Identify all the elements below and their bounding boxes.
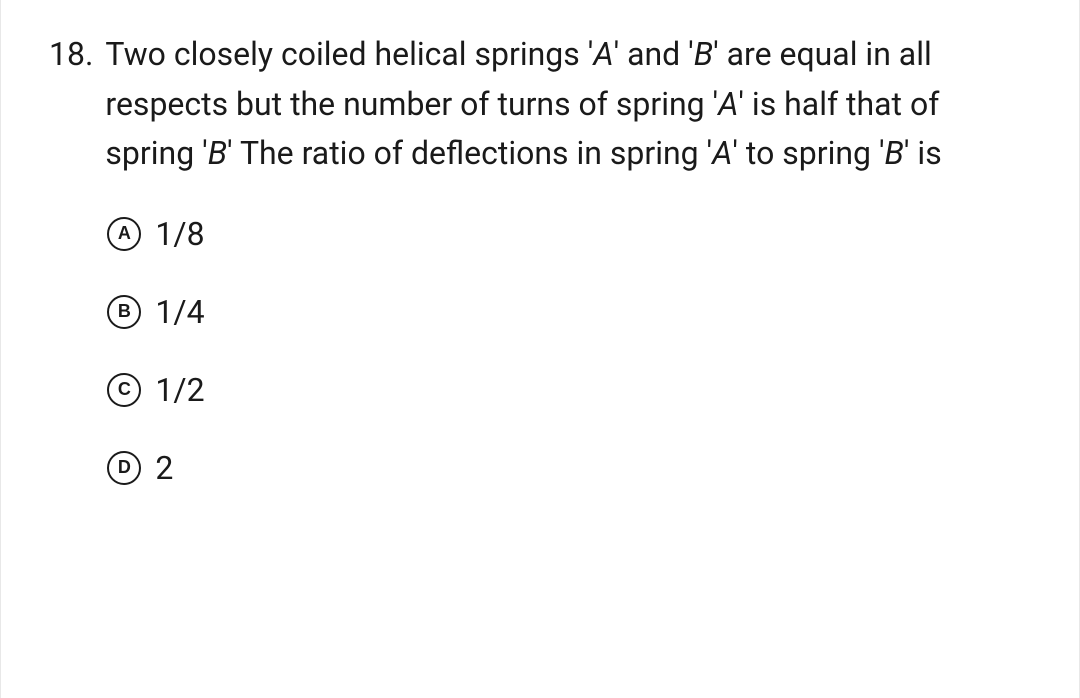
question-text: Two closely coiled helical springs 'A' a… bbox=[105, 30, 1031, 179]
question-text-italic: A bbox=[718, 85, 738, 123]
question-container: 18. Two closely coiled helical springs '… bbox=[49, 30, 1031, 487]
question-text-italic: B bbox=[885, 134, 904, 172]
question-text-part: ' and ' bbox=[614, 35, 694, 73]
question-text-part: ' to spring ' bbox=[732, 134, 884, 172]
option-text: 1/4 bbox=[155, 293, 204, 331]
question-number: 18. bbox=[49, 30, 93, 80]
option-letter-circle: A bbox=[107, 217, 141, 251]
option-a[interactable]: A 1/8 bbox=[107, 215, 1031, 253]
option-b[interactable]: B 1/4 bbox=[107, 293, 1031, 331]
question-body: Two closely coiled helical springs 'A' a… bbox=[105, 30, 1031, 487]
question-text-part: Two closely coiled helical springs ' bbox=[105, 35, 593, 73]
option-letter-circle: C bbox=[107, 373, 141, 407]
question-text-italic: B bbox=[694, 35, 713, 73]
question-text-part: ' is bbox=[904, 134, 942, 172]
option-text: 1/8 bbox=[155, 215, 204, 253]
question-text-part: ' The ratio of deflections in spring ' bbox=[227, 134, 712, 172]
option-text: 1/2 bbox=[155, 371, 204, 409]
option-d[interactable]: D 2 bbox=[107, 449, 1031, 487]
option-letter-circle: B bbox=[107, 295, 141, 329]
option-text: 2 bbox=[155, 449, 173, 487]
question-text-italic: B bbox=[208, 134, 227, 172]
options-list: A 1/8 B 1/4 C 1/2 D 2 bbox=[105, 215, 1031, 487]
question-text-italic: A bbox=[593, 35, 613, 73]
option-c[interactable]: C 1/2 bbox=[107, 371, 1031, 409]
option-letter-circle: D bbox=[107, 451, 141, 485]
question-text-italic: A bbox=[712, 134, 732, 172]
